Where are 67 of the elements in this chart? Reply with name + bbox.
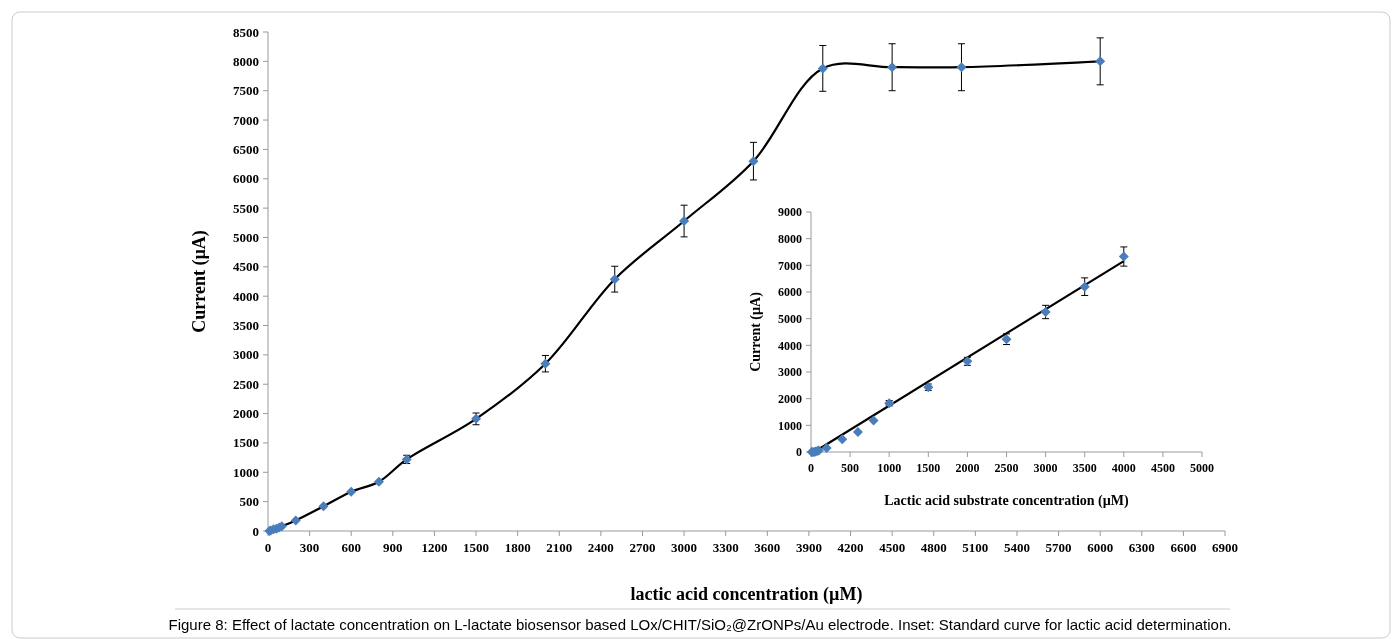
x-tick-label: 6300 [1128,540,1155,555]
y-tick-label: 5500 [233,200,259,216]
x-tick-label: 1800 [504,540,531,555]
y-tick-label: 500 [239,494,259,510]
x-tick-label: 1500 [916,461,941,475]
y-tick-label: 7000 [233,112,259,128]
x-tick-label: 3500 [1072,461,1097,475]
y-tick-label: 4000 [233,288,259,304]
y-tick-label: 3000 [778,365,802,380]
x-tick-label: 4500 [1150,461,1175,475]
x-tick-label: 6900 [1212,540,1238,555]
y-tick-label: 6000 [778,285,802,300]
y-tick-label: 0 [252,523,259,539]
x-tick-label: 2000 [955,461,980,475]
y-tick-label: 4500 [233,259,259,275]
x-tick-label: 4000 [1111,461,1136,475]
y-tick-label: 7000 [778,258,802,273]
x-tick-label: 3000 [671,540,698,555]
y-tick-label: 1000 [778,418,802,433]
x-tick-label: 5400 [1003,540,1030,555]
y-tick-label: 7500 [233,83,259,99]
y-tick-label: 0 [796,445,802,460]
x-tick-label: 0 [264,540,272,555]
x-tick-label: 2400 [587,540,614,555]
y-tick-label: 9000 [778,205,802,220]
x-tick-label: 300 [299,540,320,555]
y-tick-label: 8000 [778,231,802,246]
y-tick-label: 2500 [233,376,259,392]
x-tick-label: 2100 [546,540,573,555]
x-tick-label: 4500 [879,540,906,555]
y-tick-label: 6500 [233,141,259,157]
x-tick-label: 4200 [837,540,864,555]
caption: Figure 8: Effect of lactate concentration on L-lactate biosensor based LOx/CHIT/SiO₂@ZrONPs/Au electrode. Inset: Standard curve for lactic acid determination. [168,616,1232,633]
x-tick-label: 6000 [1087,540,1114,555]
x-axis-title: lactic acid concentration (µM) [630,584,863,605]
x-tick-label: 4800 [920,540,947,555]
x-tick-label: 3900 [795,540,822,555]
x-tick-label: 2500 [994,461,1019,475]
x-tick-label: 500 [841,461,860,475]
y-tick-label: 6000 [233,171,259,187]
x-tick-label: 900 [383,540,403,555]
y-tick-label: 3000 [233,347,259,363]
x-axis-title: Lactic acid substrate concentration (µM) [884,493,1130,509]
y-tick-label: 5000 [233,230,259,246]
x-tick-label: 2700 [629,540,656,555]
x-tick-label: 3300 [712,540,739,555]
y-tick-label: 4000 [778,338,802,353]
y-tick-label: 2000 [778,391,802,406]
y-tick-label: 8000 [233,53,259,69]
y-tick-label: 8500 [233,24,259,40]
y-tick-label: 1500 [233,435,259,451]
x-tick-label: 3600 [754,540,781,555]
x-tick-label: 1500 [463,540,490,555]
x-tick-label: 1200 [421,540,448,555]
x-tick-label: 6600 [1170,540,1197,555]
x-tick-label: 3000 [1033,461,1058,475]
x-tick-label: 5000 [1190,461,1214,475]
x-tick-label: 0 [808,461,814,475]
x-tick-label: 600 [341,540,361,555]
y-tick-label: 5000 [778,311,802,326]
y-tick-label: 3500 [233,318,259,334]
y-tick-label: 2000 [233,406,259,422]
x-tick-label: 5700 [1045,540,1072,555]
y-axis-title: Current (µA) [748,291,764,372]
x-tick-label: 5100 [962,540,989,555]
y-axis-title: Current (µA) [189,230,210,333]
x-tick-label: 1000 [877,461,902,475]
